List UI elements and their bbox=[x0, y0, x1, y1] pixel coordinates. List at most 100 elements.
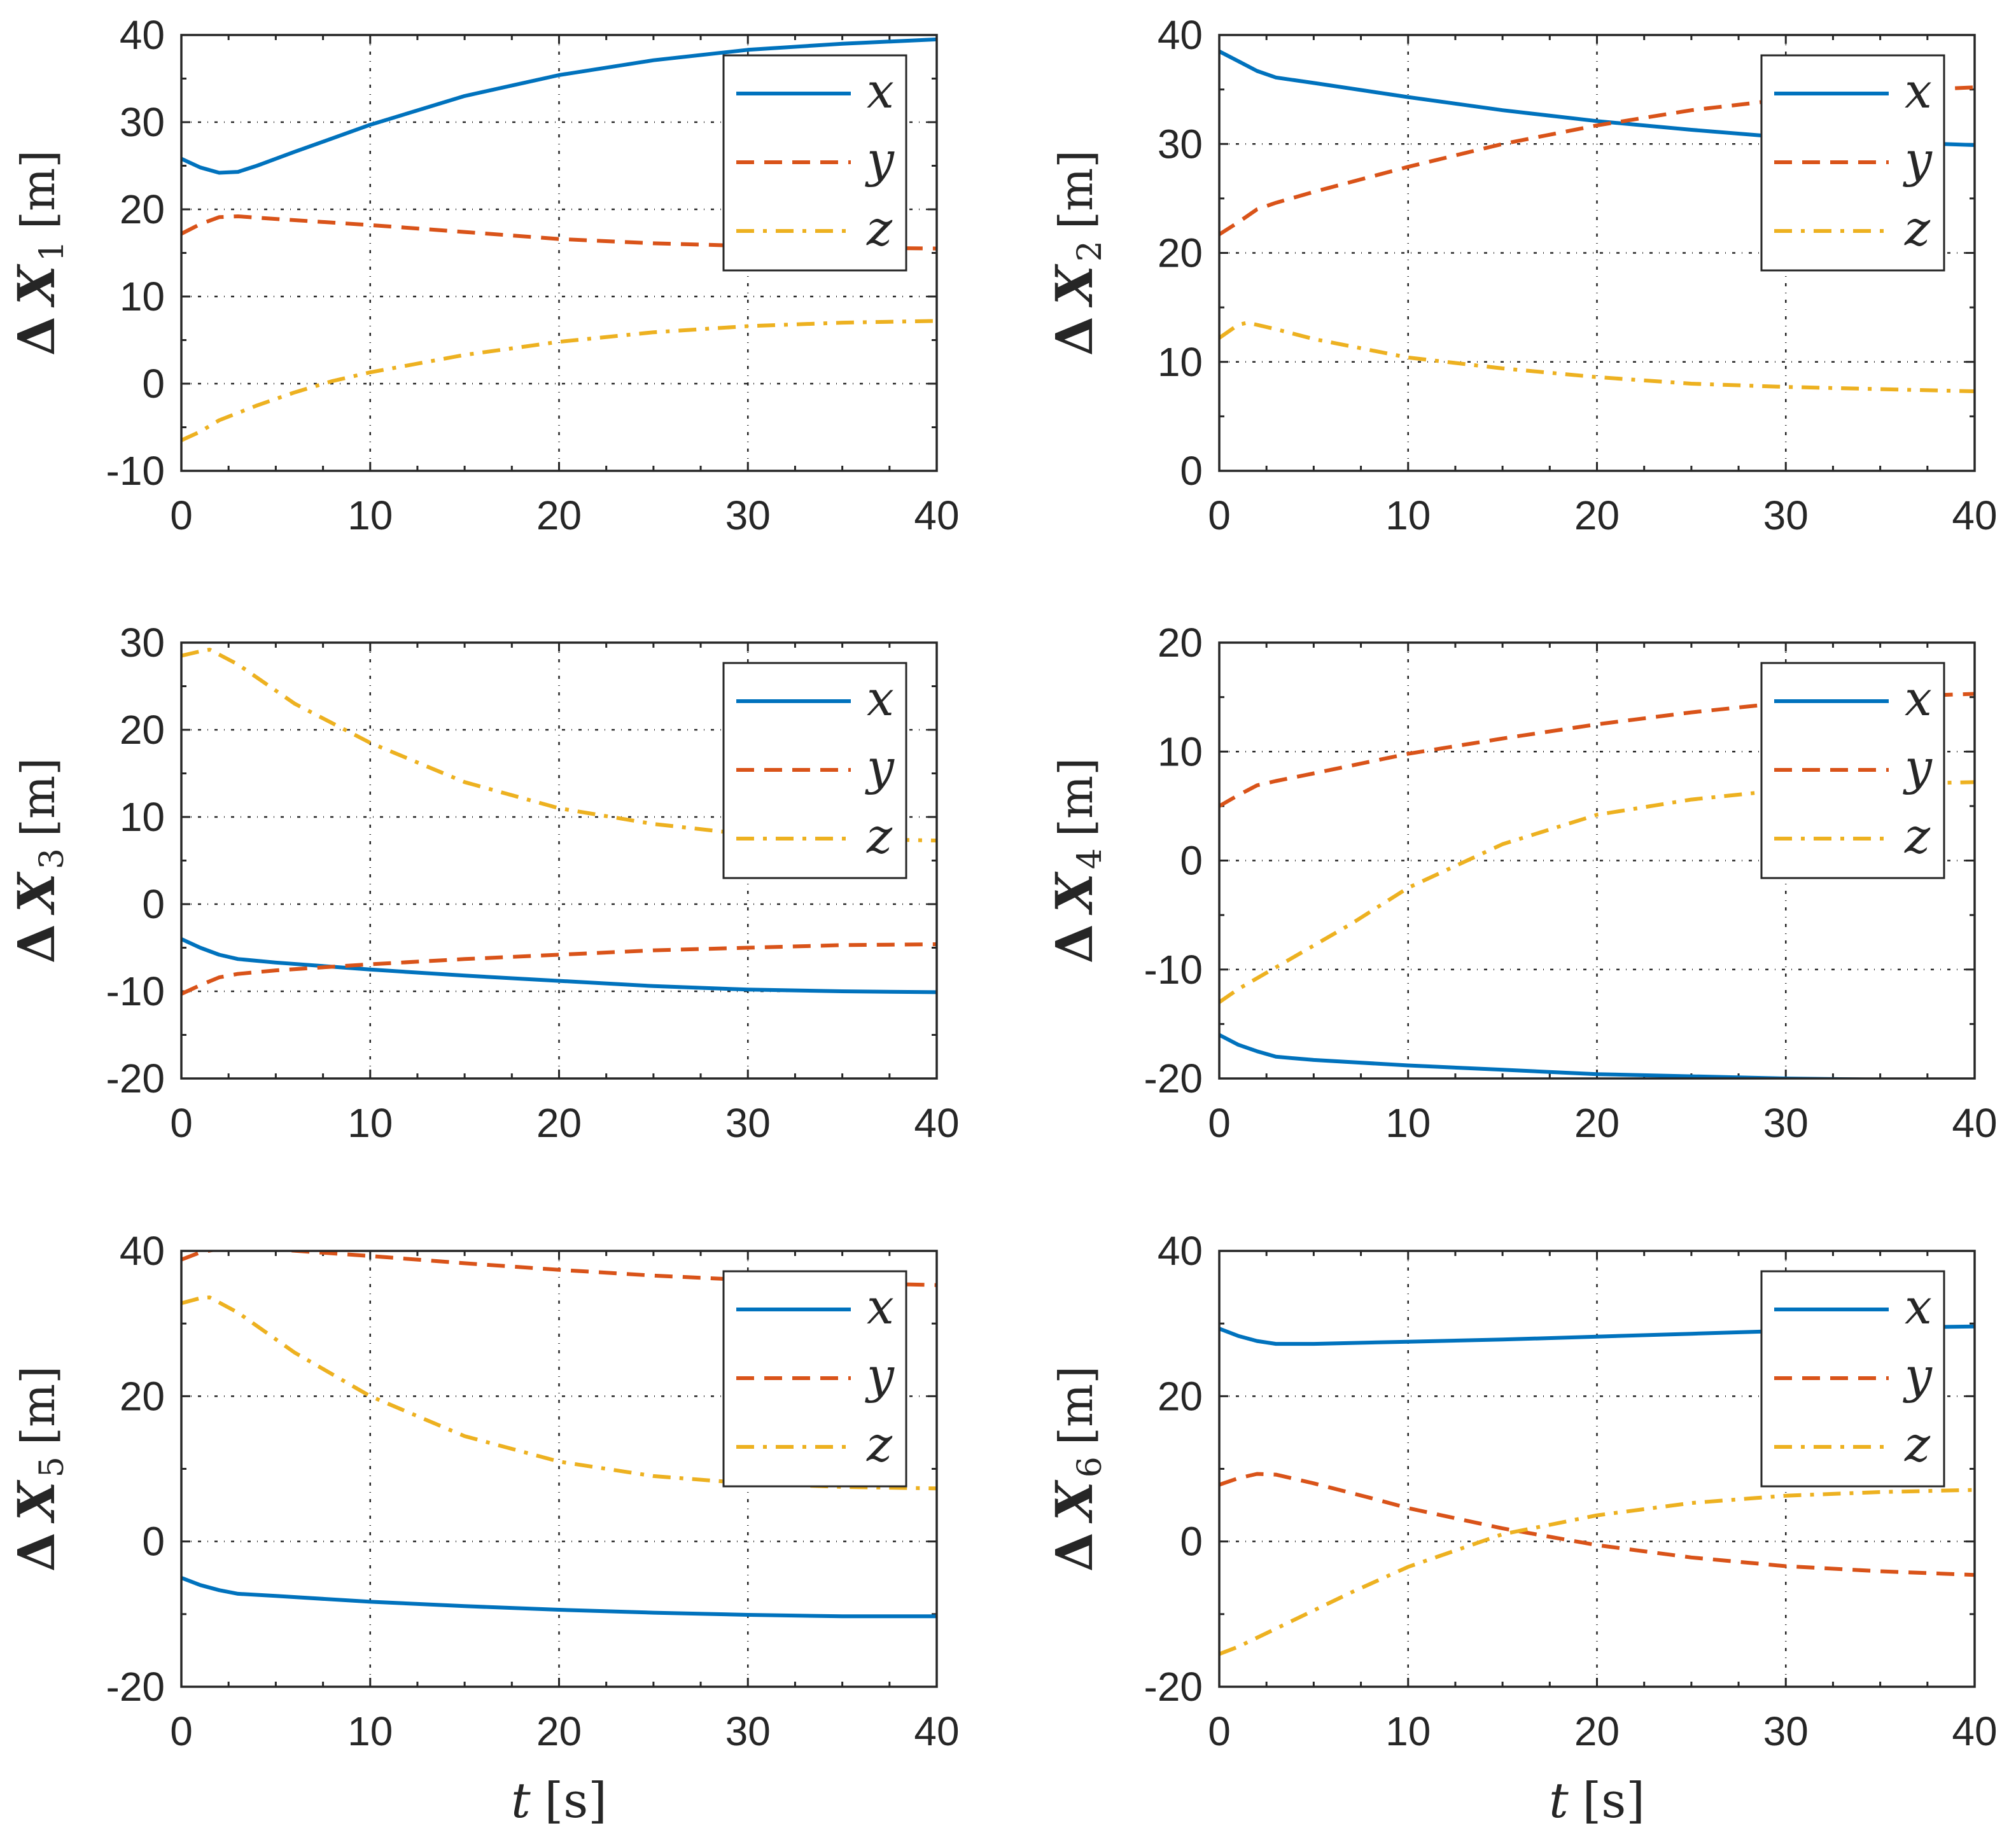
y-axis-label: ΔX4 [m] bbox=[1044, 758, 1109, 964]
y-tick-label: 10 bbox=[120, 794, 165, 840]
x-tick-label: 30 bbox=[725, 1708, 771, 1754]
legend-label-y: y bbox=[865, 1347, 895, 1404]
x-tick-label: 0 bbox=[170, 1708, 193, 1754]
legend-label-z: z bbox=[866, 200, 893, 256]
y-label-symbol: X bbox=[6, 263, 66, 308]
y-tick-label: 0 bbox=[142, 1519, 165, 1565]
x-tick-label: 20 bbox=[1574, 492, 1620, 538]
x-tick-label: 30 bbox=[725, 492, 771, 538]
legend-label-x: x bbox=[1905, 62, 1932, 119]
y-label-unit: [m] bbox=[1049, 1366, 1103, 1445]
x-tick-label: 20 bbox=[1574, 1708, 1620, 1754]
x-tick-label: 0 bbox=[1208, 1708, 1231, 1754]
series-group bbox=[181, 37, 937, 442]
x-tick-label: 40 bbox=[1952, 1100, 1997, 1146]
y-tick-label: -20 bbox=[106, 1056, 165, 1101]
legend-label-x: x bbox=[1905, 1278, 1932, 1335]
y-label-subscript: 1 bbox=[33, 241, 71, 262]
legend-label-x: x bbox=[867, 1278, 894, 1335]
y-label-unit: [m] bbox=[1049, 150, 1103, 229]
y-tick-label: -10 bbox=[1144, 947, 1203, 993]
legend-label-y: y bbox=[1903, 739, 1933, 795]
legend-label-z: z bbox=[866, 807, 893, 864]
legend-box bbox=[1760, 54, 1945, 272]
legend: xyz bbox=[722, 662, 907, 879]
y-label-subscript: 3 bbox=[33, 848, 71, 869]
x-label-unit: [s] bbox=[545, 1772, 607, 1829]
x-tick-label: 20 bbox=[536, 1708, 582, 1754]
y-tick-label: 20 bbox=[120, 186, 165, 232]
legend: xyz bbox=[722, 54, 907, 272]
y-label-symbol: X bbox=[1044, 871, 1104, 916]
legend-label-z: z bbox=[866, 1416, 893, 1472]
x-tick-label: 0 bbox=[170, 1100, 193, 1146]
x-tick-label: 30 bbox=[1763, 1100, 1809, 1146]
y-tick-label: 20 bbox=[120, 1373, 165, 1419]
y-axis-label: ΔX3 [m] bbox=[6, 758, 71, 964]
x-tick-label: 20 bbox=[536, 492, 582, 538]
series-line-x bbox=[181, 937, 937, 994]
y-label-unit: [m] bbox=[11, 150, 65, 229]
y-tick-label: 40 bbox=[1158, 1228, 1203, 1274]
axes-box bbox=[1218, 1250, 1976, 1688]
x-tick-label: 10 bbox=[347, 492, 393, 538]
x-tick-label: 0 bbox=[1208, 492, 1231, 538]
series-line-y bbox=[181, 1251, 937, 1287]
y-tick-label: -10 bbox=[106, 448, 165, 494]
y-axis-label: ΔX2 [m] bbox=[1044, 150, 1109, 356]
y-tick-label: 10 bbox=[1158, 729, 1203, 774]
axes-box bbox=[180, 1250, 938, 1688]
x-tick-label: 40 bbox=[1952, 492, 1997, 538]
y-label-unit: [m] bbox=[11, 1366, 65, 1445]
y-label-delta: Δ bbox=[6, 924, 66, 963]
y-tick-label: 20 bbox=[1158, 620, 1203, 666]
y-tick-label: 0 bbox=[1180, 448, 1203, 494]
y-tick-label: 0 bbox=[1180, 838, 1203, 884]
y-axis-label: ΔX5 [m] bbox=[6, 1366, 71, 1572]
y-tick-label: 10 bbox=[1158, 339, 1203, 385]
series-line-x bbox=[181, 37, 937, 175]
axes-box bbox=[1218, 641, 1976, 1080]
y-label-symbol: X bbox=[1044, 263, 1104, 308]
y-tick-label: 20 bbox=[1158, 1373, 1203, 1419]
y-label-subscript: 4 bbox=[1071, 848, 1109, 869]
y-label-delta: Δ bbox=[1044, 924, 1104, 963]
legend-label-z: z bbox=[1904, 807, 1931, 864]
y-label-delta: Δ bbox=[6, 1532, 66, 1572]
legend-label-y: y bbox=[865, 131, 895, 188]
x-tick-label: 40 bbox=[914, 1100, 959, 1146]
x-tick-label: 40 bbox=[914, 1708, 959, 1754]
legend: xyz bbox=[1760, 662, 1945, 879]
axes-box bbox=[180, 641, 938, 1080]
x-tick-label: 10 bbox=[1385, 1708, 1431, 1754]
y-label-symbol: X bbox=[6, 871, 66, 916]
legend-label-y: y bbox=[865, 739, 895, 795]
legend: xyz bbox=[1760, 54, 1945, 272]
y-label-delta: Δ bbox=[1044, 1532, 1104, 1572]
legend-label-z: z bbox=[1904, 200, 1931, 256]
series-line-z bbox=[181, 1295, 937, 1491]
series-line-z bbox=[1219, 1488, 1975, 1656]
y-label-symbol: X bbox=[1044, 1479, 1104, 1524]
y-tick-label: 0 bbox=[142, 361, 165, 407]
x-tick-label: 10 bbox=[1385, 1100, 1431, 1146]
legend-label-x: x bbox=[867, 62, 894, 119]
x-tick-label: 30 bbox=[1763, 1708, 1809, 1754]
series-line-y bbox=[1219, 1472, 1975, 1577]
x-tick-label: 10 bbox=[1385, 492, 1431, 538]
y-tick-label: 20 bbox=[1158, 230, 1203, 276]
x-tick-label: 40 bbox=[914, 492, 959, 538]
y-tick-label: 40 bbox=[120, 1228, 165, 1274]
x-tick-label: 20 bbox=[536, 1100, 582, 1146]
series-line-x bbox=[181, 1575, 937, 1619]
x-tick-label: 0 bbox=[170, 492, 193, 538]
y-tick-label: 40 bbox=[1158, 12, 1203, 58]
y-tick-label: 20 bbox=[120, 707, 165, 753]
x-tick-label: 30 bbox=[725, 1100, 771, 1146]
legend: xyz bbox=[722, 1270, 907, 1488]
series-line-z bbox=[181, 319, 937, 442]
y-tick-label: -20 bbox=[1144, 1056, 1203, 1101]
